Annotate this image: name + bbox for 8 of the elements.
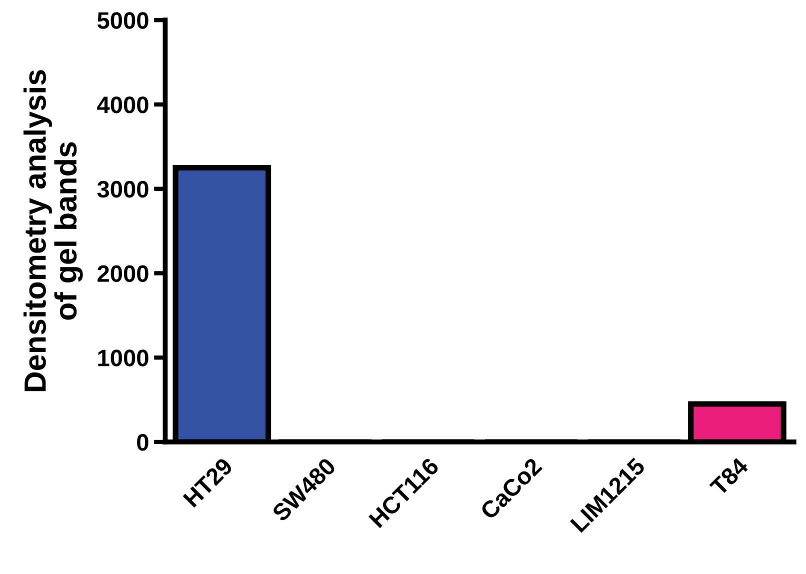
y-tick-label: 2000 <box>98 265 148 282</box>
y-axis-title: Densitometry analysis of gel bands <box>24 70 83 392</box>
y-tick-label: 4000 <box>97 96 148 114</box>
y-tick-label: 3000 <box>97 180 148 198</box>
y-tick-label: 1000 <box>98 350 148 366</box>
y-tick-label: 5000 <box>97 12 148 29</box>
y-tick-label: 0 <box>137 434 148 451</box>
x-tick-label: T84 <box>709 456 750 497</box>
